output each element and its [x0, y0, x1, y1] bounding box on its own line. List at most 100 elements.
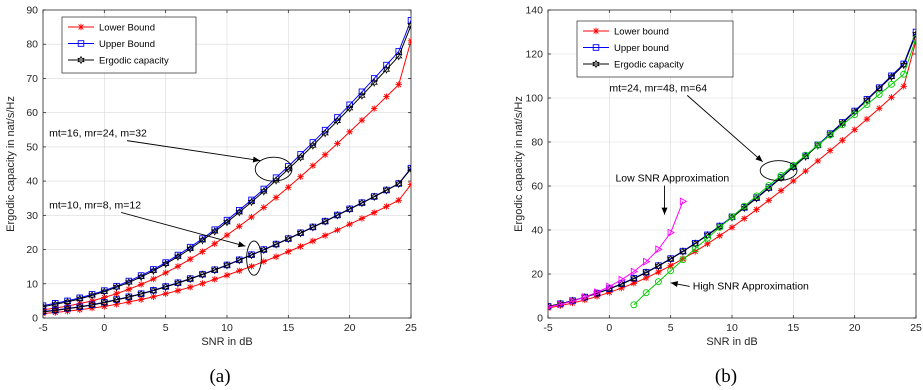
data-point [260, 204, 267, 211]
data-point [548, 304, 553, 310]
data-point [814, 157, 822, 165]
data-point [211, 227, 219, 236]
data-point [198, 270, 207, 279]
data-point [667, 228, 676, 237]
series-line [43, 25, 411, 308]
data-point [137, 281, 145, 288]
data-point [334, 140, 341, 147]
data-point [900, 60, 908, 70]
data-point [630, 267, 639, 276]
x-tick-label: 5 [163, 322, 169, 334]
data-point [88, 291, 96, 300]
plot-area [43, 17, 411, 317]
data-point [186, 244, 194, 254]
data-point [888, 94, 895, 101]
y-tick-label: 80 [531, 137, 543, 149]
data-point [888, 80, 895, 88]
annotation-arrow-line [126, 140, 261, 162]
annotation-ellipse [759, 160, 798, 181]
data-point [802, 167, 809, 175]
legend-box [576, 20, 734, 78]
data-point [260, 187, 268, 196]
data-point [716, 232, 723, 239]
data-point [851, 126, 858, 133]
data-point [272, 176, 280, 185]
legend-label: Ergodic capacity [614, 60, 684, 71]
plot-area [548, 28, 916, 312]
data-point [912, 29, 916, 39]
legend-label: Upper Bound [99, 39, 155, 50]
data-point [704, 234, 711, 242]
data-point [247, 197, 256, 207]
data-point [284, 234, 293, 244]
annotation-text: mt=10, mr=8, m=12 [49, 199, 141, 211]
x-tick-label: 20 [344, 322, 356, 334]
y-tick-label: 30 [26, 210, 38, 222]
series-line [548, 201, 684, 308]
data-point [642, 289, 650, 297]
y-tick-label: 40 [531, 225, 543, 237]
data-point [187, 284, 194, 291]
data-point [358, 91, 366, 100]
data-point [548, 302, 552, 311]
data-point [345, 204, 354, 214]
data-point [655, 268, 662, 276]
data-point [395, 179, 403, 189]
x-tick-label: 0 [101, 322, 107, 334]
data-point [606, 282, 614, 291]
annotation-text: Low SNR Approximation [615, 173, 729, 185]
data-point [863, 115, 871, 123]
data-point [407, 164, 411, 174]
data-point [642, 274, 650, 282]
data-point [101, 294, 108, 301]
data-point [728, 213, 736, 221]
data-point [667, 267, 675, 275]
data-point [654, 261, 663, 271]
data-point [162, 269, 169, 277]
data-point [199, 248, 206, 255]
data-point [863, 101, 871, 109]
data-point [875, 84, 883, 93]
legend-label: Lower Bound [99, 23, 155, 34]
data-point [407, 181, 411, 188]
data-point [260, 258, 267, 265]
legend-marker [77, 55, 85, 65]
data-point [875, 91, 883, 98]
data-point [863, 95, 871, 105]
legend-label: Lower bound [614, 27, 669, 38]
data-point [260, 245, 268, 255]
data-point [370, 75, 378, 82]
data-point [248, 213, 255, 221]
data-point [236, 267, 243, 274]
annotation-arrow-head [670, 281, 679, 288]
data-point [247, 250, 256, 260]
data-point [198, 236, 207, 245]
y-tick-label: 50 [26, 141, 38, 153]
data-point [223, 217, 231, 227]
x-tick-label: 0 [606, 322, 612, 334]
y-axis-label: Ergodic capacity in nat/s/Hz [513, 96, 525, 232]
data-point [321, 128, 329, 138]
data-point [43, 302, 47, 312]
data-point [113, 290, 120, 297]
data-point [383, 203, 390, 210]
legend: Lower bound Upper bound Ergodic capacity [576, 20, 734, 78]
x-axis-label: SNR in dB [201, 336, 252, 348]
data-point [112, 282, 121, 292]
data-point [309, 237, 317, 245]
data-point [407, 17, 411, 24]
series-line [43, 168, 411, 313]
data-point [395, 81, 402, 88]
data-point [334, 226, 341, 234]
y-tick-label: 60 [26, 107, 38, 119]
data-point [765, 182, 773, 190]
data-point [199, 280, 206, 287]
y-tick-label: 0 [32, 313, 38, 325]
data-point [887, 72, 896, 82]
data-point [235, 255, 243, 265]
x-tick-label: 25 [910, 322, 922, 334]
data-point [187, 255, 194, 263]
data-point [321, 232, 329, 239]
legend-marker [592, 27, 600, 35]
